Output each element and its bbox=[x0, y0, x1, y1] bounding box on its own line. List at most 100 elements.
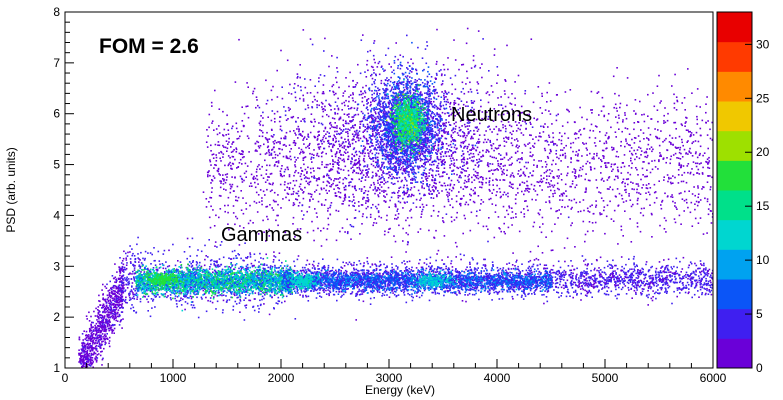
heatmap-cell bbox=[278, 120, 281, 123]
heatmap-cell bbox=[111, 329, 114, 331]
heatmap-cell bbox=[121, 303, 124, 305]
heatmap-cell bbox=[378, 149, 381, 151]
heatmap-cell bbox=[104, 311, 106, 314]
heatmap-cell bbox=[464, 203, 467, 206]
heatmap-cell bbox=[488, 180, 491, 182]
heatmap-cell bbox=[454, 74, 457, 77]
heatmap-cell bbox=[334, 136, 336, 138]
heatmap-cell bbox=[381, 181, 383, 183]
heatmap-cell bbox=[92, 340, 94, 342]
heatmap-cell bbox=[580, 175, 583, 177]
heatmap-cell bbox=[392, 152, 394, 154]
heatmap-cell bbox=[378, 175, 381, 178]
heatmap-cell bbox=[486, 91, 489, 93]
heatmap-cell bbox=[119, 299, 121, 302]
heatmap-cell bbox=[412, 62, 414, 65]
heatmap-cell bbox=[78, 336, 81, 339]
heatmap-cell bbox=[116, 271, 118, 273]
heatmap-cell bbox=[413, 171, 415, 173]
heatmap-cell bbox=[98, 320, 100, 323]
heatmap-cell bbox=[433, 148, 435, 150]
heatmap-cell bbox=[210, 164, 212, 166]
heatmap-cell bbox=[394, 55, 397, 58]
heatmap-cell bbox=[106, 298, 109, 301]
heatmap-cell bbox=[482, 176, 484, 179]
heatmap-cell bbox=[363, 165, 365, 168]
heatmap-cell bbox=[302, 98, 305, 100]
heatmap-cell bbox=[402, 227, 404, 230]
heatmap-cell bbox=[329, 204, 332, 207]
heatmap-cell bbox=[610, 126, 612, 129]
heatmap-cell bbox=[105, 311, 107, 313]
heatmap-cell bbox=[439, 175, 441, 178]
heatmap-cell bbox=[365, 176, 367, 178]
heatmap-cell bbox=[519, 175, 521, 177]
heatmap-cell bbox=[101, 333, 104, 335]
heatmap-cell bbox=[352, 93, 354, 96]
heatmap-cell bbox=[351, 166, 354, 168]
heatmap-cell bbox=[324, 109, 326, 111]
heatmap-cell bbox=[443, 94, 445, 97]
heatmap-cell bbox=[366, 257, 369, 259]
heatmap-cell bbox=[348, 96, 350, 98]
heatmap-cell bbox=[355, 130, 358, 132]
heatmap-cell bbox=[360, 204, 363, 206]
heatmap-cell bbox=[472, 200, 475, 203]
heatmap-cell bbox=[454, 115, 456, 117]
heatmap-cell bbox=[521, 181, 524, 184]
heatmap-cell bbox=[473, 179, 476, 181]
heatmap-cell bbox=[699, 152, 701, 155]
heatmap-cell bbox=[102, 336, 104, 338]
heatmap-cell bbox=[97, 306, 100, 308]
heatmap-cell bbox=[536, 193, 539, 196]
heatmap-cell bbox=[92, 330, 94, 333]
heatmap-cell bbox=[404, 176, 406, 179]
heatmap-cell bbox=[387, 176, 390, 179]
heatmap-cell bbox=[86, 363, 89, 366]
heatmap-cell bbox=[643, 207, 645, 210]
heatmap-cell bbox=[83, 360, 85, 363]
heatmap-cell bbox=[354, 101, 357, 103]
heatmap-cell bbox=[680, 123, 683, 125]
heatmap-cell bbox=[609, 186, 611, 188]
heatmap-cell bbox=[450, 220, 453, 223]
heatmap-cell bbox=[103, 323, 106, 326]
heatmap-cell bbox=[104, 337, 106, 339]
heatmap-cell bbox=[386, 156, 388, 159]
heatmap-cell bbox=[464, 185, 466, 188]
heatmap-cell bbox=[681, 102, 683, 104]
heatmap-cell bbox=[105, 330, 107, 333]
heatmap-cell bbox=[111, 286, 114, 289]
heatmap-cell bbox=[218, 173, 220, 175]
heatmap-cell bbox=[541, 252, 544, 254]
heatmap-cell bbox=[256, 168, 258, 171]
heatmap-cell bbox=[574, 246, 576, 248]
heatmap-cell bbox=[226, 147, 229, 150]
heatmap-cell bbox=[550, 150, 552, 152]
heatmap-cell bbox=[605, 142, 608, 144]
heatmap-cell bbox=[289, 130, 291, 133]
heatmap-cell bbox=[460, 100, 463, 102]
heatmap-cell bbox=[292, 180, 295, 182]
heatmap-cell bbox=[447, 132, 449, 134]
heatmap-cell bbox=[620, 172, 623, 174]
heatmap-cell bbox=[108, 292, 111, 294]
heatmap-cell bbox=[122, 279, 124, 281]
heatmap-cell bbox=[213, 225, 216, 227]
heatmap-cell bbox=[642, 184, 645, 186]
heatmap-cell bbox=[335, 140, 337, 142]
heatmap-cell bbox=[353, 130, 356, 133]
heatmap-cell bbox=[463, 182, 466, 184]
heatmap-cell bbox=[94, 324, 96, 327]
heatmap-cell bbox=[294, 144, 296, 146]
heatmap-cell bbox=[275, 200, 277, 203]
heatmap-cell bbox=[271, 207, 273, 209]
heatmap-cell bbox=[338, 118, 340, 121]
heatmap-cell bbox=[439, 108, 442, 111]
heatmap-cell bbox=[303, 151, 305, 154]
heatmap-cell bbox=[612, 147, 615, 149]
heatmap-cell bbox=[380, 216, 383, 219]
heatmap-cell bbox=[570, 142, 572, 145]
heatmap-cell bbox=[625, 178, 628, 181]
heatmap-cell bbox=[88, 370, 90, 372]
